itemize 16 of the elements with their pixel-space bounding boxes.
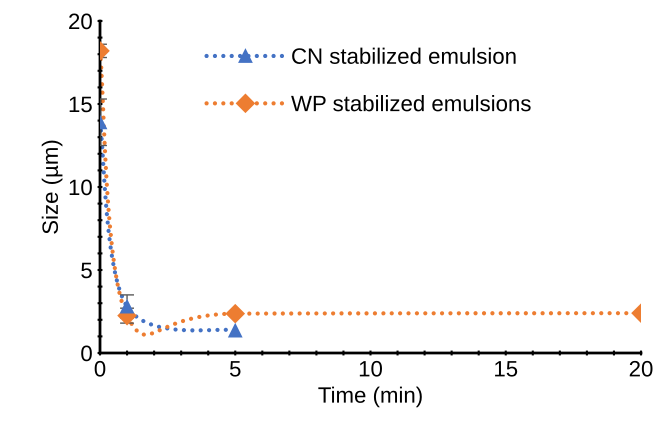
y-tick-label: 10	[70, 180, 92, 196]
x-tick-label: 5	[230, 361, 240, 377]
x-tick-label: 10	[360, 360, 382, 377]
legend-label: WP stabilized emulsions	[291, 95, 531, 112]
y-tick-label: 0	[81, 346, 92, 362]
x-tick-label: 0	[94, 360, 106, 377]
x-tick-label: 20	[630, 360, 652, 377]
x-tick-label: 15	[495, 361, 518, 377]
point	[228, 324, 242, 338]
y-tick-label: 15	[70, 96, 92, 112]
y-tick-label: 20	[69, 14, 92, 30]
legend-label: CN stabilized emulsion	[292, 48, 516, 64]
y-axis-title: Size (µm)	[42, 140, 62, 234]
x-axis-title: Time (min)	[318, 386, 422, 408]
y-tick-label: 5	[81, 262, 92, 278]
point	[120, 300, 134, 314]
